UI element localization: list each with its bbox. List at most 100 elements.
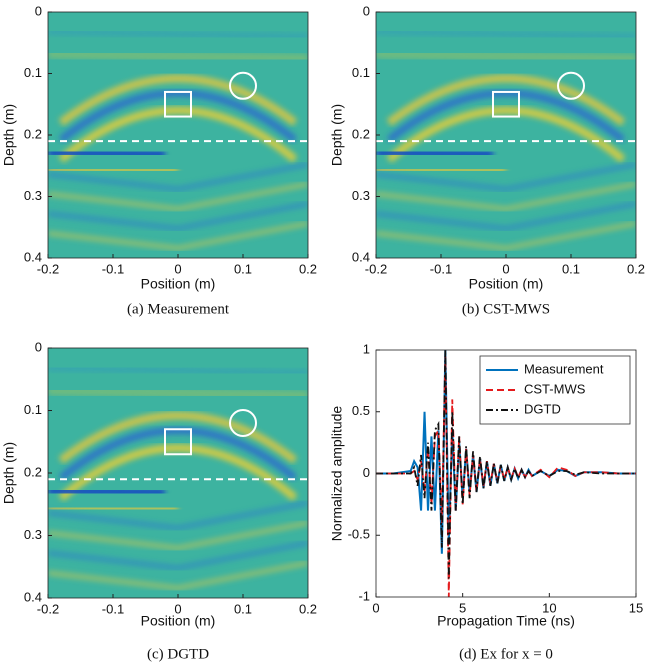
x-tick-label: 0.2 <box>299 261 317 276</box>
x-axis-label: Position (m) <box>469 276 544 292</box>
target-box <box>492 90 520 118</box>
legend-label: DGTD <box>524 401 561 416</box>
x-tick-label: -0.2 <box>37 601 59 616</box>
image-texture <box>48 560 308 591</box>
x-tick-label: 0 <box>174 261 181 276</box>
image-texture <box>58 106 298 163</box>
x-axis-label: Propagation Time (ns) <box>437 613 575 629</box>
series-line <box>376 349 636 579</box>
y-tick-label: -1 <box>358 588 370 603</box>
y-tick-label: 0.2 <box>352 126 370 141</box>
image-texture <box>376 201 636 232</box>
x-tick-label: 0.1 <box>562 261 580 276</box>
panel: Measurement CST-MWS DGTD 0 5 10 15 -1 -0.5 0 0.5 1 P… <box>329 341 644 662</box>
legend-box <box>479 355 631 425</box>
image-texture <box>48 162 308 192</box>
image-texture <box>48 540 308 571</box>
image-texture <box>48 500 308 531</box>
image-texture <box>58 411 298 464</box>
series-line <box>376 356 636 598</box>
x-tick-label: 5 <box>459 600 466 615</box>
x-tick-label: -0.1 <box>430 261 452 276</box>
legend-label: CST-MWS <box>524 381 586 396</box>
image-texture <box>48 181 308 212</box>
caption: (b) CST-MWS <box>462 301 550 317</box>
image-texture <box>48 48 308 64</box>
image-texture <box>376 165 507 175</box>
image-texture <box>48 485 166 498</box>
image-texture <box>48 365 308 376</box>
x-tick-label: 0.2 <box>299 601 317 616</box>
target-box <box>164 90 192 118</box>
x-tick-label: 10 <box>542 600 556 615</box>
x-axis-label: Position (m) <box>141 613 216 629</box>
heatmap-image <box>48 348 308 598</box>
image-texture <box>376 147 494 160</box>
y-tick-label: 0.2 <box>24 126 42 141</box>
image-texture <box>58 74 298 126</box>
x-tick-label: -0.2 <box>37 261 59 276</box>
x-tick-label: 0.2 <box>627 261 645 276</box>
y-axis-label: Depth (m) <box>1 442 17 504</box>
x-tick-label: -0.2 <box>365 261 387 276</box>
target-circle <box>229 71 257 100</box>
image-texture <box>58 89 298 143</box>
y-tick-label: 0.5 <box>352 403 370 418</box>
panel: -0.2 -0.1 0 0.1 0.2 0 0.1 0.2 0.3 0.4 Position (m)… <box>329 3 645 317</box>
y-tick-label: 0 <box>363 465 370 480</box>
y-tick-label: 0.1 <box>24 402 42 417</box>
y-axis-label: Normalized amplitude <box>329 406 345 542</box>
x-tick-label: -0.1 <box>102 261 124 276</box>
x-tick-label: 15 <box>629 600 643 615</box>
target-circle <box>557 71 585 100</box>
legend-label: Measurement <box>524 361 604 376</box>
y-tick-label: 0.4 <box>24 249 42 264</box>
image-texture <box>376 48 636 64</box>
target-circle <box>229 409 257 437</box>
y-tick-label: 1 <box>363 341 370 356</box>
x-tick-label: 0 <box>372 600 379 615</box>
y-tick-label: 0 <box>35 339 42 354</box>
y-tick-label: 0.3 <box>24 527 42 542</box>
x-tick-label: 0 <box>502 261 509 276</box>
x-tick-label: -0.1 <box>102 601 124 616</box>
image-texture <box>58 427 298 481</box>
image-background <box>48 12 308 258</box>
image-texture <box>376 162 636 192</box>
y-tick-label: 0.1 <box>352 65 370 80</box>
image-texture <box>48 147 166 160</box>
y-tick-label: 0.2 <box>24 464 42 479</box>
image-texture <box>376 181 636 212</box>
image-texture <box>48 520 308 551</box>
caption: (d) Ex for x = 0 <box>459 646 553 662</box>
image-texture <box>48 165 179 175</box>
image-texture <box>58 444 298 502</box>
y-axis-label: Depth (m) <box>329 104 345 166</box>
image-texture <box>48 201 308 232</box>
x-tick-label: 0.1 <box>234 261 252 276</box>
image-texture <box>376 28 636 40</box>
y-tick-label: 0 <box>35 3 42 18</box>
image-background <box>376 12 636 258</box>
image-texture <box>48 385 308 401</box>
heatmap-image <box>48 12 308 258</box>
image-texture <box>386 106 626 163</box>
caption: (a) Measurement <box>127 301 230 317</box>
target-box <box>164 428 192 456</box>
y-tick-label: 0 <box>363 3 370 18</box>
heatmap-image <box>376 12 636 258</box>
image-texture <box>386 89 626 143</box>
image-background <box>48 348 308 598</box>
image-texture <box>48 504 179 514</box>
y-tick-label: 0.1 <box>24 65 42 80</box>
y-tick-label: 0.3 <box>352 188 370 203</box>
x-tick-label: 0.1 <box>234 601 252 616</box>
x-tick-label: 0 <box>174 601 181 616</box>
y-axis-label: Depth (m) <box>1 104 17 166</box>
y-tick-label: 0.4 <box>352 249 370 264</box>
image-texture <box>48 221 308 251</box>
panel: -0.2 -0.1 0 0.1 0.2 0 0.1 0.2 0.3 0.4 Position (m)… <box>1 339 317 662</box>
caption: (c) DGTD <box>147 646 209 662</box>
y-tick-label: 0.4 <box>24 589 42 604</box>
